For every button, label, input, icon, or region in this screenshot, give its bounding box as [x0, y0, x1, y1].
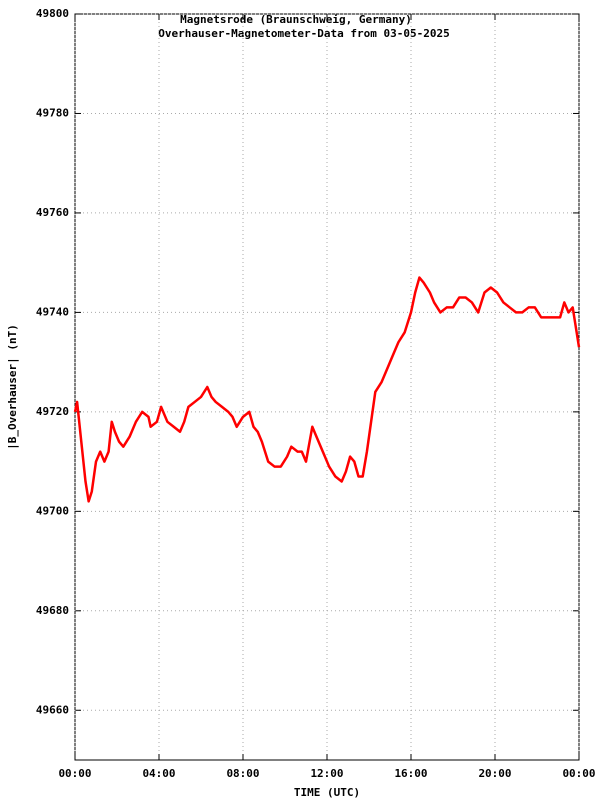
- y-tick-label: 49760: [36, 206, 69, 219]
- y-tick-label: 49680: [36, 604, 69, 617]
- y-tick-label: 49740: [36, 305, 69, 318]
- x-axis-label: TIME (UTC): [294, 786, 360, 799]
- y-axis-label: |B_Overhauser| (nT): [6, 324, 19, 450]
- x-tick-label: 00:00: [58, 767, 91, 780]
- chart-subtitle: Overhauser-Magnetometer-Data from 03-05-…: [158, 27, 449, 40]
- data-line: [73, 276, 581, 503]
- y-tick-label: 49780: [36, 106, 69, 119]
- chart-title: Magnetsrode (Braunschweig, Germany): [180, 13, 412, 26]
- x-tick-label: 20:00: [478, 767, 511, 780]
- y-tick-label: 49700: [36, 504, 69, 517]
- x-tick-label: 12:00: [310, 767, 343, 780]
- x-tick-label: 08:00: [226, 767, 259, 780]
- x-tick-label: 00:00: [562, 767, 595, 780]
- y-tick-label: 49720: [36, 405, 69, 418]
- y-tick-label: 49660: [36, 703, 69, 716]
- y-tick-label: 49800: [36, 7, 69, 20]
- x-tick-label: 16:00: [394, 767, 427, 780]
- x-tick-label: 04:00: [142, 767, 175, 780]
